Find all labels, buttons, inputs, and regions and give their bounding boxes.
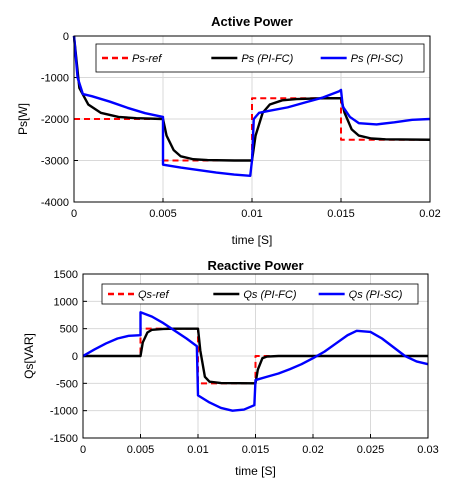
y-tick-label: -2000 [41, 114, 69, 126]
x-tick-label: 0.03 [417, 444, 438, 456]
plot-frame [82, 273, 429, 439]
legend-label: Qs (PI-SC) [349, 289, 403, 301]
x-tick-label: 0.02 [302, 444, 323, 456]
x-tick-label: 0.015 [327, 208, 355, 220]
x-tick-label: 0.015 [242, 444, 270, 456]
legend: Qs-ref Qs (PI-FC) Qs (PI-SC) [101, 283, 419, 305]
x-tick-label: 0 [71, 208, 77, 220]
y-axis-label: Ps[W] [16, 103, 30, 135]
y-tick-label: 500 [60, 324, 78, 336]
plot-frame [73, 35, 431, 203]
legend-label: Ps (PI-FC) [241, 53, 293, 65]
legend-box [95, 43, 425, 73]
y-axis-label: Qs[VAR] [22, 333, 36, 379]
chart-title: Active Power [211, 14, 293, 29]
x-tick-label: 0.02 [419, 208, 440, 220]
x-tick-label: 0.025 [357, 444, 385, 456]
legend-label: Qs-ref [138, 289, 170, 301]
series-line-qs-pi-fc [83, 327, 428, 385]
y-tick-label: 0 [72, 351, 78, 363]
chart-1: 0 0.005 0.01 0.015 0.02 0 -1000 -2000 -3000 -4000… [16, 14, 441, 247]
legend-box [101, 283, 419, 305]
x-tick-label: 0.005 [127, 444, 155, 456]
x-tick-label: 0.01 [241, 208, 262, 220]
x-axis-label: time [S] [235, 464, 276, 478]
y-tick-label: 1000 [54, 296, 78, 308]
x-axis-label: time [S] [232, 233, 273, 247]
x-tick-label: 0.01 [187, 444, 208, 456]
y-tick-label: -1500 [50, 433, 78, 445]
series-line-ps-pi-sc [72, 35, 431, 178]
chart-2: 0 0.005 0.01 0.015 0.02 0.025 0.03 1500 1000 500 0… [22, 258, 439, 478]
legend-label: Qs (PI-FC) [243, 289, 296, 301]
y-tick-label: 1500 [54, 269, 78, 281]
y-tick-label: -1000 [50, 406, 78, 418]
y-tick-label: -1000 [41, 73, 69, 85]
y-tick-label: -500 [56, 378, 78, 390]
y-tick-label: 0 [63, 31, 69, 43]
legend: Ps-ref Ps (PI-FC) Ps (PI-SC) [95, 43, 425, 73]
x-tick-label: 0.005 [149, 208, 177, 220]
legend-label: Ps (PI-SC) [351, 53, 404, 65]
series-line-qs-pi-sc [82, 311, 429, 412]
y-tick-label: -4000 [41, 197, 69, 209]
x-tick-label: 0 [80, 444, 86, 456]
chart-title: Reactive Power [207, 258, 303, 273]
y-tick-label: -3000 [41, 156, 69, 168]
legend-label: Ps-ref [132, 53, 162, 65]
